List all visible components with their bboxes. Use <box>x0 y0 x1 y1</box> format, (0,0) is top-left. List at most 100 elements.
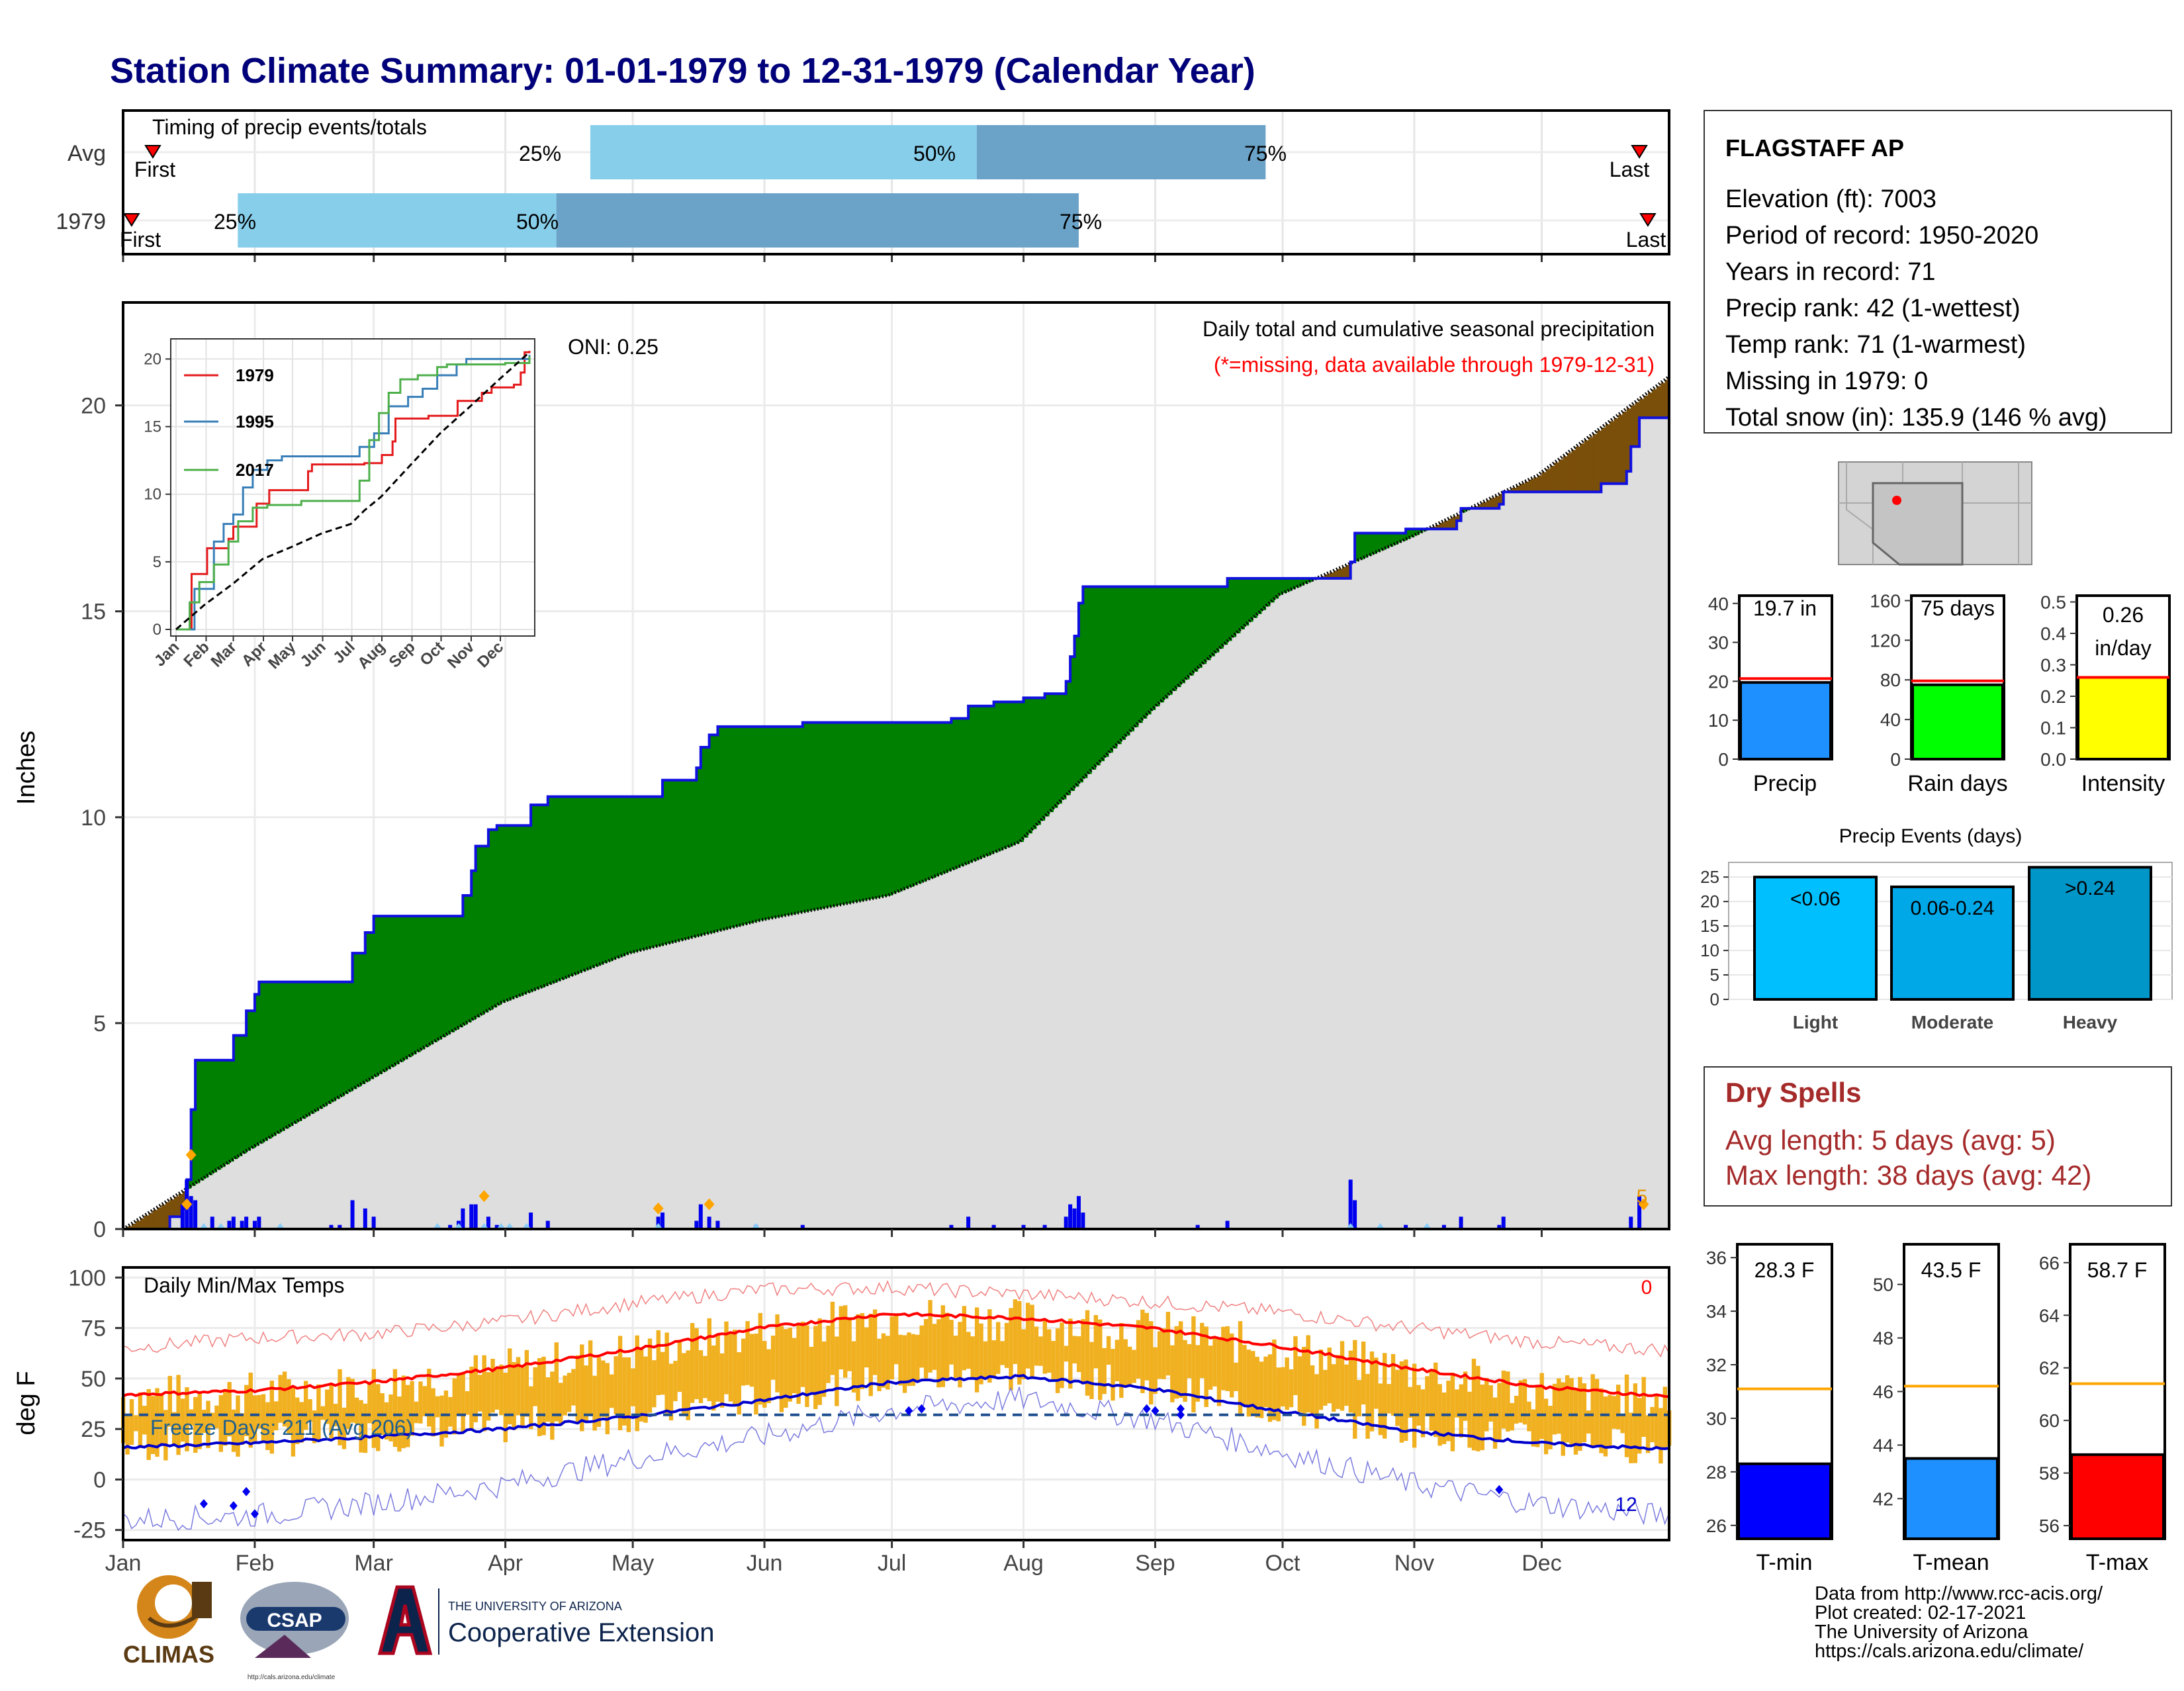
precip-surplus-slab <box>807 723 811 911</box>
precip-surplus-slab <box>960 718 964 866</box>
precip-surplus-slab <box>573 797 578 975</box>
daily-temp-bar <box>1612 1396 1616 1428</box>
precip-deficit-slab <box>1571 450 1576 492</box>
daily-temp-bar <box>971 1336 975 1379</box>
precip-surplus-slab <box>1249 578 1253 622</box>
events-tick-label: 0 <box>1710 989 1719 1009</box>
daily-temp-bar <box>427 1369 431 1426</box>
precip-surplus-slab <box>561 797 565 980</box>
daily-temp-bar <box>1590 1374 1594 1447</box>
precip-deficit-slab <box>1661 383 1665 418</box>
precip-surplus-slab <box>518 825 523 996</box>
daily-temp-bar <box>1136 1320 1140 1379</box>
daily-temp-bar <box>1102 1348 1106 1394</box>
daily-temp-bar <box>550 1371 554 1440</box>
daily-temp-bar <box>715 1335 719 1402</box>
daily-temp-bar <box>1336 1355 1340 1408</box>
precip-surplus-slab <box>1181 586 1185 683</box>
daily-temp-bar <box>1544 1398 1548 1454</box>
precip-deficit-slab <box>1588 437 1593 492</box>
csap-logo-url: http://cals.arizona.edu/climate <box>248 1674 336 1681</box>
daily-temp-bar <box>597 1357 601 1427</box>
daily-temp-bar <box>839 1306 843 1369</box>
precip-surplus-slab <box>696 768 701 936</box>
precip-deficit-slab <box>161 1205 166 1229</box>
daily-precip-bar <box>1459 1216 1463 1229</box>
footer-university: The University of Arizona <box>1815 1622 2028 1643</box>
precip-surplus-slab <box>310 982 314 1114</box>
daily-temp-bar <box>559 1383 563 1426</box>
month-tick-label: Dec <box>1522 1551 1561 1576</box>
daily-temp-bar <box>882 1334 886 1388</box>
daily-temp-bar <box>711 1346 715 1410</box>
month-tick-label: Feb <box>236 1551 275 1576</box>
temp-summary-bar <box>1905 1459 1997 1539</box>
daily-temp-bar <box>1234 1363 1238 1391</box>
daily-temp-bar <box>1433 1363 1437 1438</box>
precip-surplus-slab <box>1163 586 1168 698</box>
precip-surplus-slab <box>425 916 430 1047</box>
precip-deficit-slab <box>1559 459 1563 492</box>
summary-raindays-value: 75 days <box>1921 596 1995 620</box>
daily-temp-bar <box>766 1349 770 1403</box>
precip-surplus-slab <box>1291 578 1296 589</box>
summary-value-bar <box>2078 678 2168 760</box>
precip-surplus-slab <box>1126 586 1130 735</box>
daily-temp-bar <box>601 1361 605 1418</box>
precip-surplus-slab <box>675 780 680 942</box>
precip-surplus-slab <box>1232 578 1236 637</box>
temp-summary-bar <box>1739 1464 1831 1539</box>
summary-precip-value: 19.7 in <box>1753 596 1817 620</box>
snow-count-label: 5 <box>1637 1186 1648 1208</box>
temp-summary-bars: 28.3 F T-min 43.5 F T-mean 58.7 F T-max … <box>1706 1244 2165 1575</box>
daily-temp-bar <box>903 1335 907 1393</box>
precip-deficit-slab <box>1546 469 1551 492</box>
summary-tick-label: 80 <box>1880 670 1901 690</box>
precip-surplus-slab <box>1363 533 1368 557</box>
events-tick-label: 15 <box>1700 916 1719 936</box>
station-name: FLAGSTAFF AP <box>1725 134 1904 161</box>
daily-temp-bar <box>771 1336 775 1380</box>
daily-temp-bar <box>673 1361 677 1401</box>
daily-temp-bar <box>1298 1356 1302 1412</box>
daily-temp-bar <box>1175 1326 1179 1399</box>
precip-surplus-slab <box>947 723 952 872</box>
precip-surplus-slab <box>875 723 880 898</box>
precip-surplus-slab <box>713 735 718 932</box>
daily-temp-bar <box>1629 1412 1633 1463</box>
daily-precip-bar <box>461 1209 465 1229</box>
daily-temp-bar <box>1200 1323 1204 1378</box>
daily-temp-bar <box>1038 1336 1042 1365</box>
summary-tick-label: 10 <box>1708 710 1729 731</box>
daily-temp-bar <box>639 1349 643 1422</box>
precip-surplus-slab <box>1206 586 1210 660</box>
inset-y-tick-label: 20 <box>144 350 161 368</box>
precip-surplus-slab <box>565 797 569 978</box>
daily-temp-bar <box>801 1322 805 1387</box>
daily-temp-bar <box>1149 1321 1153 1404</box>
precip-surplus-slab <box>390 916 395 1067</box>
precip-surplus-slab <box>680 780 684 940</box>
summary-value-bar <box>1913 685 2003 759</box>
csap-logo-text: CSAP <box>267 1610 322 1631</box>
daily-temp-bar <box>1344 1365 1348 1406</box>
precip-surplus-slab <box>552 797 557 983</box>
temp-summary-tick-label: 30 <box>1706 1408 1727 1429</box>
precip-surplus-slab <box>441 916 446 1037</box>
precip-surplus-slab <box>1109 586 1113 753</box>
precip-surplus-slab <box>641 797 646 950</box>
precip-surplus-slab <box>569 797 574 976</box>
daily-temp-bar <box>750 1334 754 1387</box>
daily-precip-bar <box>1349 1179 1353 1229</box>
precip-surplus-slab <box>225 1060 230 1164</box>
precip-surplus-slab <box>306 982 310 1117</box>
precip-y-tick-label: 10 <box>81 805 106 831</box>
precip-surplus-slab <box>892 723 897 894</box>
precip-deficit-slab <box>1576 447 1580 492</box>
daily-temp-bar <box>520 1367 524 1427</box>
month-tick-label: Mar <box>354 1551 393 1576</box>
daily-temp-bar <box>1107 1336 1111 1365</box>
daily-temp-bar <box>1430 1371 1433 1431</box>
daily-temp-bar <box>1553 1384 1557 1435</box>
